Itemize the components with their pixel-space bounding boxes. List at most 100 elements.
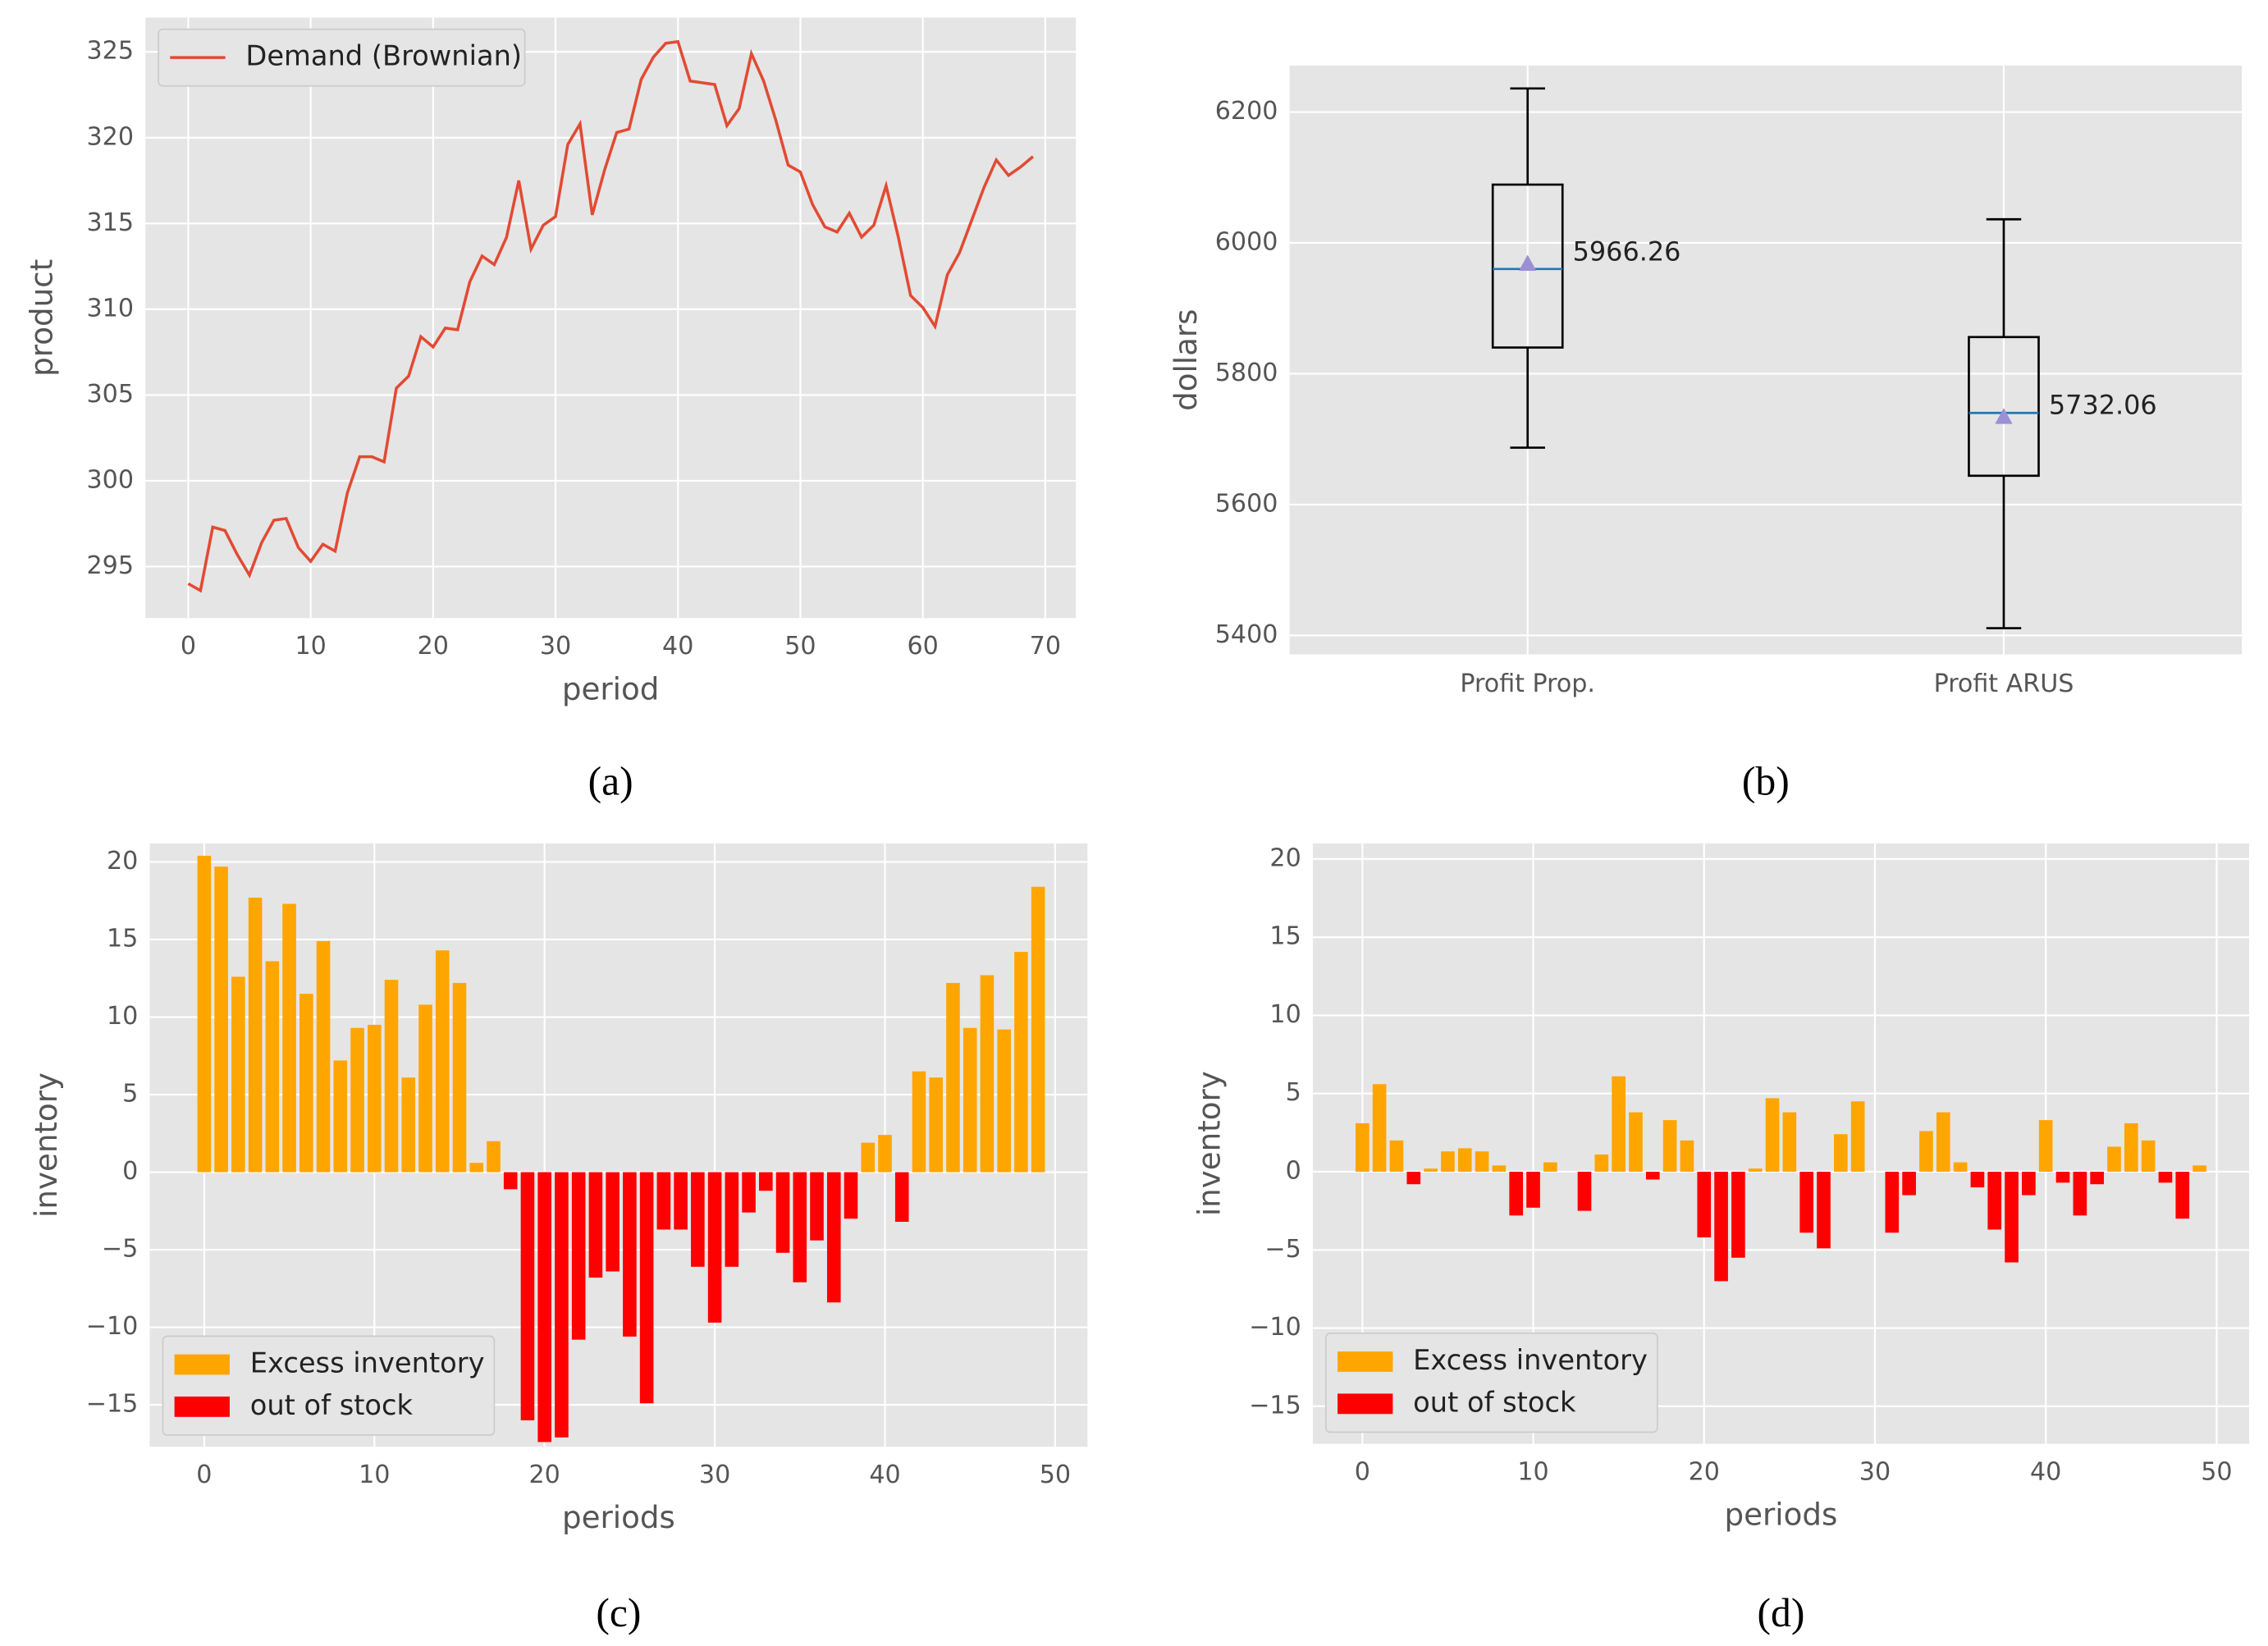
bar xyxy=(707,1172,722,1323)
y-tick-label: −5 xyxy=(1264,1235,1301,1264)
bar xyxy=(1748,1168,1763,1172)
bar xyxy=(1424,1168,1438,1172)
x-tick-label: 0 xyxy=(181,632,196,661)
bar xyxy=(1833,1134,1848,1172)
bar xyxy=(2055,1171,2070,1183)
bar xyxy=(1697,1171,1712,1238)
x-axis-label: period xyxy=(562,670,659,706)
bar xyxy=(537,1172,551,1443)
bar xyxy=(946,982,960,1173)
y-tick-label: −10 xyxy=(1249,1313,1301,1342)
bar xyxy=(300,994,313,1173)
bar xyxy=(861,1142,876,1173)
y-tick-label: 10 xyxy=(1269,1000,1301,1029)
y-tick-label: 320 xyxy=(87,122,134,151)
bar xyxy=(639,1172,654,1404)
bar xyxy=(1355,1122,1369,1172)
bar xyxy=(2175,1171,2190,1219)
caption: (b) xyxy=(1742,758,1790,803)
bar xyxy=(1936,1112,1950,1172)
bar xyxy=(1014,952,1028,1173)
bar xyxy=(384,980,399,1173)
caption: (c) xyxy=(596,1590,641,1635)
bar xyxy=(1662,1120,1677,1172)
bar xyxy=(759,1172,773,1191)
bar xyxy=(1526,1171,1540,1208)
mean-label: 5966.26 xyxy=(1573,236,1681,267)
bar xyxy=(1987,1171,2002,1230)
legend-label: out of stock xyxy=(250,1389,414,1421)
x-tick-label: 20 xyxy=(418,632,449,661)
bar xyxy=(980,975,995,1173)
bar xyxy=(1492,1165,1507,1172)
caption: (d) xyxy=(1758,1590,1805,1635)
bar xyxy=(197,855,212,1173)
bar xyxy=(588,1172,603,1278)
bar xyxy=(452,982,467,1173)
x-tick-label: 20 xyxy=(1689,1457,1720,1486)
legend-box xyxy=(1324,1333,1658,1433)
bar xyxy=(2038,1120,2053,1172)
bar xyxy=(265,961,280,1173)
bar xyxy=(418,1004,432,1173)
bar xyxy=(555,1172,569,1438)
legend-label: Demand (Brownian) xyxy=(245,40,522,72)
y-tick-label: 15 xyxy=(107,924,138,953)
x-tick-label: 40 xyxy=(662,632,693,661)
bar xyxy=(656,1172,671,1230)
bar xyxy=(503,1172,518,1190)
plot-background xyxy=(145,17,1077,619)
bar xyxy=(350,1027,364,1173)
x-tick-label: 60 xyxy=(907,632,938,661)
bar xyxy=(2022,1171,2036,1196)
legend-box xyxy=(162,1335,496,1436)
bar xyxy=(1031,886,1045,1173)
y-tick-label: −10 xyxy=(86,1312,139,1341)
bar xyxy=(367,1024,382,1173)
bar xyxy=(1782,1112,1797,1172)
bar xyxy=(214,866,228,1173)
y-tick-label: 310 xyxy=(87,294,134,322)
bar xyxy=(248,897,263,1173)
bar xyxy=(1919,1131,1933,1172)
y-tick-label: 5400 xyxy=(1215,620,1278,649)
bar xyxy=(520,1172,535,1420)
bar xyxy=(1799,1171,1814,1233)
bar xyxy=(2107,1146,2121,1172)
bar xyxy=(1475,1151,1489,1172)
bar xyxy=(1612,1076,1626,1172)
x-tick-label: 50 xyxy=(784,632,816,661)
bar xyxy=(1714,1171,1728,1282)
y-tick-label: 5600 xyxy=(1215,489,1278,518)
bar xyxy=(1817,1171,1831,1249)
bar xyxy=(844,1172,858,1219)
bar xyxy=(2158,1171,2173,1183)
y-axis-label: inventory xyxy=(1191,1071,1227,1216)
y-tick-label: 0 xyxy=(1286,1156,1301,1185)
y-tick-label: 5 xyxy=(122,1080,138,1109)
legend-box xyxy=(158,28,526,87)
x-tick-label: 30 xyxy=(699,1461,730,1489)
x-tick-label: 70 xyxy=(1030,632,1061,661)
bar xyxy=(725,1172,739,1267)
bar xyxy=(1645,1171,1660,1180)
bar xyxy=(1457,1148,1472,1172)
y-tick-label: 325 xyxy=(87,37,134,66)
x-tick-label: 0 xyxy=(1355,1457,1370,1486)
bar xyxy=(316,940,331,1173)
bar xyxy=(1953,1162,1968,1172)
y-tick-label: −15 xyxy=(86,1390,139,1419)
y-tick-label: 10 xyxy=(107,1002,138,1031)
y-tick-label: 305 xyxy=(87,380,134,409)
bar xyxy=(2193,1165,2206,1172)
x-tick-label: 30 xyxy=(540,632,571,661)
legend-swatch xyxy=(174,1396,230,1417)
bar xyxy=(282,903,296,1173)
x-tick-label: 40 xyxy=(2030,1457,2061,1486)
bar xyxy=(1389,1140,1404,1172)
bar xyxy=(435,950,450,1173)
y-tick-label: 20 xyxy=(107,847,138,876)
y-tick-label: 20 xyxy=(1269,844,1301,872)
y-tick-label: 315 xyxy=(87,208,134,237)
bar xyxy=(691,1172,705,1267)
